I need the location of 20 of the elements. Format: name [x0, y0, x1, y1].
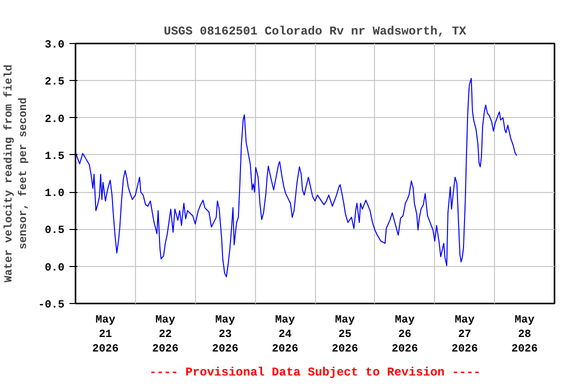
x-tick-label: May 27 2026: [451, 314, 478, 356]
chart-title: USGS 08162501 Colorado Rv nr Wadsworth, TX: [164, 24, 468, 38]
y-tick-label: 1.0: [44, 188, 65, 200]
x-tick-label: May 21 2026: [92, 314, 119, 356]
y-tick-label: 2.5: [44, 76, 65, 89]
x-tick-label: May 24 2026: [272, 314, 298, 356]
x-tick-label: May 25 2026: [332, 314, 358, 356]
y-axis-title: Water velocity reading from field sensor, feet per second: [2, 64, 30, 282]
y-tick-label: 2.0: [44, 114, 65, 126]
y-tick-label: 0.5: [44, 225, 65, 238]
x-tick-label: May 23 2026: [212, 314, 238, 356]
line-series: [76, 78, 518, 278]
y-tick-label: 0.0: [44, 262, 65, 274]
y-tick-label: 1.5: [44, 150, 65, 163]
x-tick-label: May 22 2026: [152, 314, 179, 356]
y-tick-label: -0.5: [38, 300, 65, 312]
y-tick-label: 3.0: [44, 40, 65, 52]
x-tick-label: May 26 2026: [392, 314, 418, 356]
text: ---- Provisional Data Subject to Revision ----: [149, 366, 481, 380]
x-tick-label: May 28 2026: [511, 314, 538, 356]
